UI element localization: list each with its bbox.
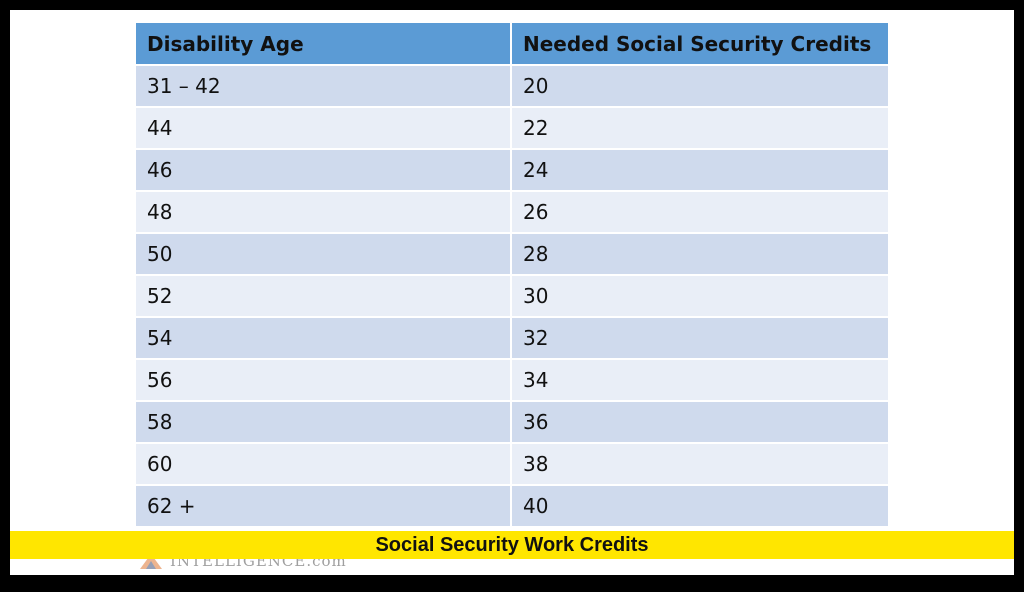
cell-age: 62 +: [136, 485, 512, 528]
cell-credits: 34: [511, 359, 888, 402]
table-row: 46 24: [136, 149, 888, 192]
cell-age: 46: [136, 149, 512, 192]
table-row: 48 26: [136, 191, 888, 234]
table-row: 60 38: [136, 443, 888, 486]
cell-credits: 32: [511, 317, 888, 360]
cell-age: 58: [136, 401, 512, 444]
header-disability-age: Disability Age: [136, 23, 512, 66]
cell-credits: 38: [511, 443, 888, 486]
cell-age: 31 – 42: [136, 65, 512, 108]
cell-credits: 36: [511, 401, 888, 444]
table-row: 44 22: [136, 107, 888, 150]
cell-credits: 24: [511, 149, 888, 192]
cell-credits: 26: [511, 191, 888, 234]
credits-table: Disability Age Needed Social Security Cr…: [136, 23, 888, 528]
table-row: 52 30: [136, 275, 888, 318]
table-row: 62 + 40: [136, 485, 888, 528]
table-row: 31 – 42 20: [136, 65, 888, 108]
cell-age: 48: [136, 191, 512, 234]
cell-age: 52: [136, 275, 512, 318]
table-header-row: Disability Age Needed Social Security Cr…: [136, 23, 888, 66]
cell-age: 54: [136, 317, 512, 360]
slide-frame: Disability Age Needed Social Security Cr…: [10, 10, 1014, 575]
cell-credits: 20: [511, 65, 888, 108]
table-row: 54 32: [136, 317, 888, 360]
header-needed-credits: Needed Social Security Credits: [511, 23, 888, 66]
cell-credits: 22: [511, 107, 888, 150]
cell-age: 60: [136, 443, 512, 486]
cell-credits: 30: [511, 275, 888, 318]
cell-credits: 40: [511, 485, 888, 528]
cell-age: 44: [136, 107, 512, 150]
cell-credits: 28: [511, 233, 888, 276]
caption-bar: Social Security Work Credits: [10, 531, 1014, 559]
cell-age: 56: [136, 359, 512, 402]
table-row: 58 36: [136, 401, 888, 444]
watermark-logo-icon: [140, 554, 162, 569]
table-row: 50 28: [136, 233, 888, 276]
cell-age: 50: [136, 233, 512, 276]
caption-title: Social Security Work Credits: [375, 533, 649, 556]
table-row: 56 34: [136, 359, 888, 402]
